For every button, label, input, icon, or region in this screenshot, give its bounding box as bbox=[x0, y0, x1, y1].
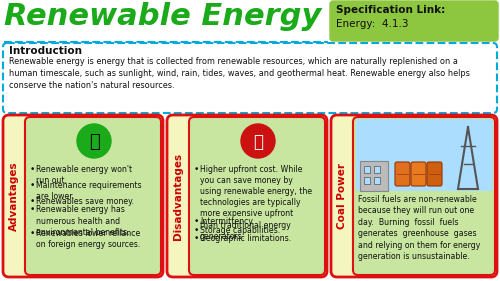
FancyBboxPatch shape bbox=[427, 162, 442, 186]
Text: Advantages: Advantages bbox=[9, 161, 19, 231]
Text: Renewable Energy: Renewable Energy bbox=[4, 2, 322, 31]
Text: Renewables lower reliance
on foreign energy sources.: Renewables lower reliance on foreign ene… bbox=[36, 229, 140, 249]
Text: Introduction: Introduction bbox=[9, 46, 82, 56]
FancyBboxPatch shape bbox=[330, 1, 498, 41]
FancyBboxPatch shape bbox=[25, 117, 161, 275]
FancyBboxPatch shape bbox=[167, 115, 327, 277]
Circle shape bbox=[241, 124, 275, 158]
Text: Energy:  4.1.3: Energy: 4.1.3 bbox=[336, 19, 408, 29]
Text: Specification Link:: Specification Link: bbox=[336, 5, 446, 15]
Text: ✋: ✋ bbox=[253, 133, 263, 151]
Text: Renewables save money.: Renewables save money. bbox=[36, 197, 134, 206]
Text: Disadvantages: Disadvantages bbox=[173, 152, 183, 240]
Text: Geographic limitations.: Geographic limitations. bbox=[200, 234, 291, 243]
FancyBboxPatch shape bbox=[411, 162, 426, 186]
Text: •: • bbox=[30, 229, 36, 238]
Bar bbox=[364, 177, 370, 184]
Text: •: • bbox=[194, 234, 200, 243]
Text: •: • bbox=[194, 165, 200, 174]
Bar bbox=[374, 177, 380, 184]
Text: •: • bbox=[30, 197, 36, 206]
Text: Maintenance requirements
are lower.: Maintenance requirements are lower. bbox=[36, 181, 142, 201]
Text: Intermittency.: Intermittency. bbox=[200, 217, 254, 226]
Text: Renewable energy won't
run out.: Renewable energy won't run out. bbox=[36, 165, 132, 185]
FancyBboxPatch shape bbox=[353, 117, 495, 275]
Text: Renewable energy has
numerous health and
environmental benefits.: Renewable energy has numerous health and… bbox=[36, 205, 130, 237]
Text: Coal Power: Coal Power bbox=[337, 163, 347, 229]
Text: Fossil fuels are non-renewable
because they will run out one
day.  Burning  foss: Fossil fuels are non-renewable because t… bbox=[358, 195, 480, 261]
Bar bbox=[364, 166, 370, 173]
Text: •: • bbox=[194, 217, 200, 226]
Text: •: • bbox=[30, 181, 36, 190]
Text: 👍: 👍 bbox=[88, 133, 100, 151]
Text: •: • bbox=[30, 165, 36, 174]
FancyBboxPatch shape bbox=[189, 117, 325, 275]
Bar bbox=[374, 166, 380, 173]
Bar bbox=[360, 161, 388, 191]
FancyBboxPatch shape bbox=[356, 119, 493, 191]
Text: Higher upfront cost. While
you can save money by
using renewable energy, the
tec: Higher upfront cost. While you can save … bbox=[200, 165, 312, 241]
Circle shape bbox=[77, 124, 111, 158]
FancyBboxPatch shape bbox=[3, 115, 163, 277]
Text: Storage capabilities.: Storage capabilities. bbox=[200, 226, 280, 235]
Text: •: • bbox=[30, 205, 36, 214]
Text: Renewable energy is energy that is collected from renewable resources, which are: Renewable energy is energy that is colle… bbox=[9, 57, 470, 90]
Text: •: • bbox=[194, 226, 200, 235]
FancyBboxPatch shape bbox=[3, 43, 497, 113]
FancyBboxPatch shape bbox=[331, 115, 497, 277]
FancyBboxPatch shape bbox=[395, 162, 410, 186]
